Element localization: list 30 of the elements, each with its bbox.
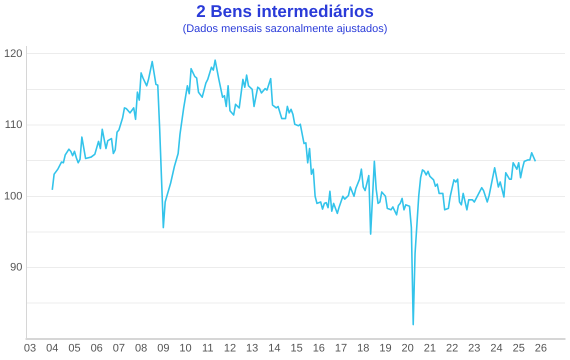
x-tick-label: 08 [134, 342, 148, 354]
x-tick-label: 13 [246, 342, 258, 354]
chart-title: 2 Bens intermediários [195, 2, 375, 22]
x-tick-label: 19 [379, 342, 392, 354]
x-tick-label: 17 [334, 342, 348, 354]
x-tick-label: 26 [534, 342, 548, 354]
x-tick-label: 15 [290, 342, 303, 354]
x-tick-label: 10 [179, 342, 192, 354]
y-tick-label: 90 [10, 262, 22, 274]
x-tick-label: 06 [90, 342, 103, 354]
x-tick-label: 20 [402, 342, 414, 354]
x-tick-label: 18 [357, 342, 370, 354]
x-tick-label: 16 [312, 342, 325, 354]
x-tick-label: 03 [24, 342, 36, 354]
x-tick-label: 14 [268, 342, 281, 354]
x-tick-label: 23 [468, 342, 480, 354]
y-tick-label: 100 [4, 190, 22, 202]
x-tick-label: 07 [112, 342, 126, 354]
x-tick-label: 04 [46, 342, 58, 354]
x-tick-label: 22 [446, 342, 458, 354]
x-tick-label: 05 [68, 342, 81, 354]
y-tick-label: 110 [4, 119, 22, 132]
y-tick-label: 120 [4, 48, 22, 60]
x-tick-label: 24 [490, 342, 503, 354]
x-tick-label: 25 [512, 342, 525, 354]
x-tick-label: 21 [424, 342, 436, 354]
x-tick-label: 09 [157, 342, 170, 354]
x-tick-label: 12 [224, 342, 236, 354]
x-tick-label: 11 [202, 342, 214, 354]
chart-subtitle: (Dados mensais sazonalmente ajustados) [182, 23, 388, 35]
